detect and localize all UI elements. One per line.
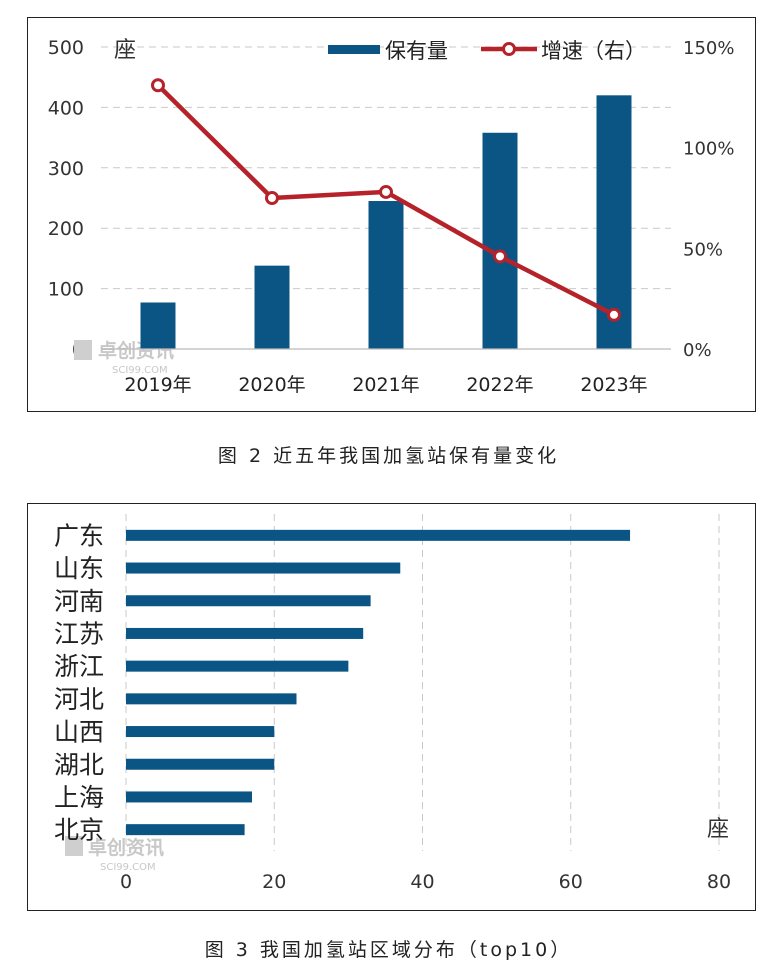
- bar-浙江: [126, 660, 349, 672]
- y-tick-label: 上海: [54, 783, 104, 812]
- bar-山东: [126, 562, 401, 574]
- legend-label-holdings: 保有量: [385, 39, 448, 63]
- y-tick-label: 北京: [54, 816, 104, 845]
- bar-2022年: [482, 132, 518, 349]
- x-tick-label: 2021年: [352, 374, 419, 396]
- chart-panel-regional-distribution: 0 20 40 60 80 卓创资讯 SCI99.COM 广东山东河南江苏浙江河北山西湖北上海…: [27, 503, 756, 911]
- bar-北京: [126, 824, 245, 836]
- x-tick-label: 40: [410, 871, 434, 893]
- bar-河南: [126, 595, 371, 607]
- y-tick-label: 江苏: [54, 619, 104, 648]
- y2-tick-label: 50%: [683, 239, 723, 260]
- watermark-logo: [74, 340, 92, 360]
- combo-chart: 01002003004005000%50%100%150%座卓创资讯SCI99.…: [48, 37, 735, 396]
- chart-panel-hydrogen-stations-trend: 01002003004005000%50%100%150%座卓创资讯SCI99.…: [27, 17, 756, 412]
- bar-河北: [126, 693, 297, 705]
- bar-山西: [126, 726, 275, 738]
- growth-rate-point: [493, 249, 507, 264]
- growth-rate-point: [607, 307, 621, 322]
- y2-tick-label: 150%: [683, 38, 734, 59]
- y-tick-label: 500: [48, 37, 84, 59]
- y-tick-label: 200: [48, 218, 84, 240]
- growth-rate-point: [265, 191, 279, 205]
- x-axis-unit: 座: [707, 817, 729, 842]
- bar-2021年: [368, 201, 404, 349]
- x-tick-label: 2022年: [466, 374, 533, 396]
- y-tick-label: 100: [48, 279, 84, 301]
- x-tick-label: 20: [262, 871, 286, 893]
- y-tick-label: 广东: [54, 521, 104, 550]
- bar-上海: [126, 791, 253, 803]
- watermark-text: 卓创资讯: [88, 836, 164, 859]
- y2-tick-label: 0%: [683, 340, 712, 361]
- y-tick-label: 300: [48, 158, 84, 180]
- figure-3-caption: 图 3 我国加氢站区域分布（top10）: [204, 939, 573, 961]
- x-tick-label: 2019年: [124, 374, 191, 396]
- figure-2-caption: 图 2 近五年我国加氢站保有量变化: [217, 445, 560, 467]
- x-tick-label: 2023年: [580, 374, 647, 396]
- y-tick-label: 400: [48, 97, 84, 119]
- y-tick-label: 湖北: [54, 750, 104, 779]
- bar-江苏: [126, 627, 364, 639]
- y-tick-label: 河南: [54, 587, 104, 616]
- growth-rate-point: [379, 184, 393, 199]
- y-tick-label: 山东: [54, 554, 104, 583]
- growth-rate-point: [151, 78, 165, 93]
- watermark-text-en: SCI99.COM: [100, 862, 156, 873]
- bar-广东: [126, 529, 631, 541]
- bar-湖北: [126, 758, 275, 770]
- legend-label-growth: 增速（右）: [541, 39, 646, 63]
- x-tick-label: 60: [559, 871, 583, 893]
- x-tick-label: 0: [120, 871, 132, 893]
- y-tick-label: 浙江: [54, 652, 104, 681]
- horizontal-bar-chart: 0 20 40 60 80 卓创资讯 SCI99.COM 广东山东河南江苏浙江河北山西湖北上海…: [54, 514, 731, 893]
- watermark-logo: [65, 836, 83, 856]
- y2-tick-label: 100%: [683, 139, 734, 160]
- legend-swatch-growth-marker: [502, 42, 516, 56]
- x-tick-label: 2020年: [238, 374, 305, 396]
- watermark-text-en: SCI99.COM: [112, 365, 168, 376]
- bar-2020年: [254, 265, 290, 349]
- y-axis-unit: 座: [114, 38, 136, 63]
- bar-2019年: [140, 302, 176, 349]
- x-tick-label: 80: [707, 871, 731, 893]
- y-tick-label: 山西: [54, 718, 104, 747]
- y-tick-label: 河北: [54, 685, 104, 714]
- legend-swatch-holdings: [328, 45, 380, 54]
